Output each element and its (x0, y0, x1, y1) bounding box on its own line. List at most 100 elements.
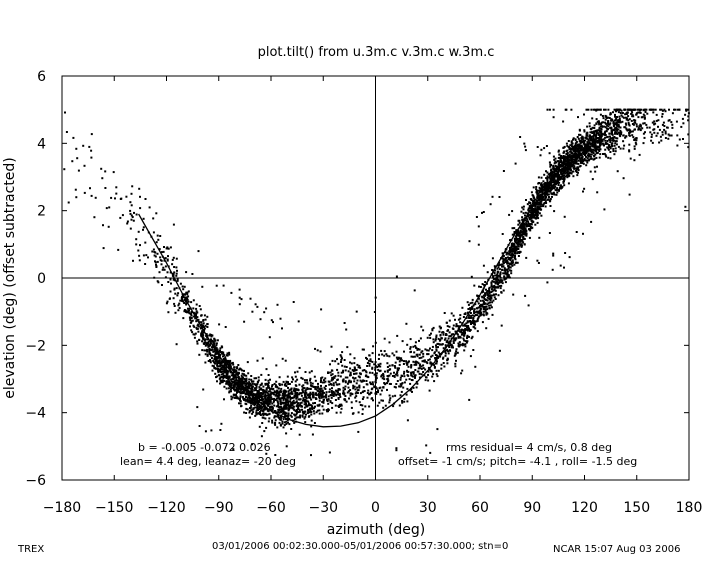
scatter-point (273, 393, 276, 396)
scatter-point (221, 375, 224, 378)
scatter-point (536, 195, 539, 198)
scatter-point (275, 405, 278, 408)
scatter-point (582, 139, 585, 142)
scatter-point (544, 183, 547, 186)
scatter-point (483, 298, 486, 300)
scatter-point (167, 247, 170, 250)
scatter-point (238, 402, 240, 405)
scatter-point (373, 385, 376, 388)
scatter-point (100, 167, 103, 170)
scatter-point (525, 230, 528, 233)
scatter-point (301, 385, 304, 388)
scatter-point (537, 199, 540, 201)
scatter-point (321, 391, 324, 393)
scatter-point (88, 145, 91, 148)
scatter-point (557, 184, 560, 186)
scatter-point (279, 406, 281, 409)
scatter-point (368, 354, 371, 357)
scatter-point (615, 137, 618, 140)
scatter-point (209, 333, 212, 336)
scatter-point (248, 401, 251, 404)
scatter-point (422, 371, 425, 373)
scatter-point (595, 118, 598, 121)
scatter-point (427, 379, 430, 382)
scatter-point (296, 392, 299, 395)
scatter-point (549, 190, 552, 193)
scatter-point (295, 412, 298, 415)
scatter-point (226, 352, 229, 355)
scatter-point (548, 181, 551, 184)
scatter-point (600, 135, 603, 138)
scatter-point (175, 266, 178, 269)
scatter-point (582, 160, 584, 163)
scatter-point (359, 379, 362, 382)
scatter-point (262, 390, 265, 393)
scatter-point (253, 400, 256, 403)
scatter-point (289, 400, 292, 403)
scatter-point (182, 300, 185, 303)
scatter-point (352, 384, 355, 387)
scatter-point (618, 132, 621, 134)
scatter-point (213, 342, 216, 345)
scatter-point (570, 169, 572, 172)
scatter-point (266, 409, 269, 412)
scatter-point (552, 155, 555, 158)
scatter-point (350, 401, 353, 404)
scatter-point (609, 126, 612, 129)
scatter-point (593, 139, 596, 142)
scatter-point (510, 250, 512, 253)
scatter-point (531, 216, 534, 219)
scatter-point (622, 140, 625, 143)
scatter-point (105, 207, 108, 210)
scatter-point (255, 377, 258, 380)
scatter-point (500, 281, 503, 284)
scatter-point (108, 206, 111, 209)
scatter-point (523, 226, 526, 229)
scatter-point (535, 217, 538, 220)
scatter-point (208, 351, 211, 354)
scatter-point (354, 388, 357, 391)
scatter-point (178, 302, 181, 305)
scatter-point (620, 114, 623, 117)
scatter-point (557, 149, 560, 152)
scatter-point (431, 375, 434, 378)
scatter-point (296, 378, 299, 381)
scatter-point (502, 258, 505, 261)
scatter-point (577, 153, 580, 156)
scatter-point (530, 217, 533, 220)
scatter-point (200, 331, 203, 334)
scatter-point (502, 260, 505, 263)
scatter-point (154, 260, 156, 263)
scatter-point (577, 162, 580, 165)
scatter-point (235, 379, 238, 382)
scatter-point (381, 377, 384, 380)
scatter-point (605, 130, 608, 133)
scatter-point (297, 402, 300, 405)
scatter-point (249, 406, 252, 409)
scatter-point (567, 182, 570, 185)
scatter-point (435, 334, 438, 337)
scatter-point (115, 186, 118, 189)
scatter-point (328, 390, 331, 393)
scatter-point (501, 268, 504, 271)
scatter-point (403, 360, 405, 363)
scatter-point (187, 307, 189, 310)
scatter-point (266, 401, 269, 404)
scatter-point (327, 395, 330, 398)
scatter-point (235, 386, 238, 389)
scatter-point (233, 384, 236, 387)
scatter-point (534, 214, 537, 217)
scatter-point (247, 394, 250, 397)
scatter-point (544, 191, 547, 194)
scatter-point (563, 174, 566, 177)
scatter-point (306, 382, 309, 385)
scatter-point (603, 144, 605, 147)
scatter-point (257, 394, 260, 396)
scatter-point (282, 407, 284, 410)
scatter-point (228, 390, 231, 393)
scatter-point (264, 398, 267, 401)
scatter-point (306, 381, 309, 384)
scatter-point (371, 366, 374, 369)
scatter-point (591, 131, 593, 134)
scatter-point (562, 120, 565, 123)
